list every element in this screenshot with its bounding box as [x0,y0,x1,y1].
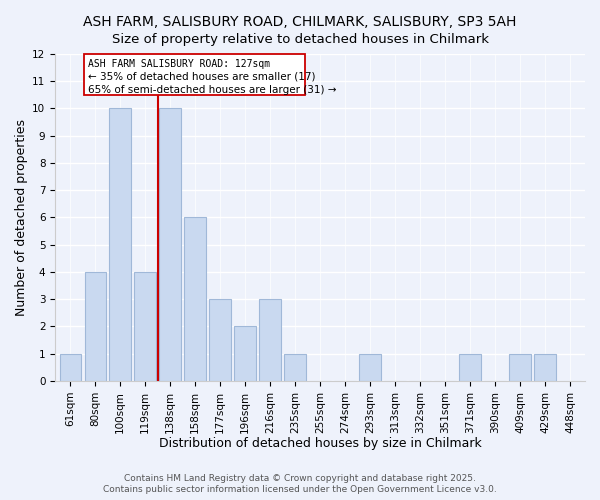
Bar [535,354,556,381]
Bar [359,354,380,381]
Bar [184,218,206,381]
Text: Size of property relative to detached houses in Chilmark: Size of property relative to detached ho… [112,32,488,46]
FancyBboxPatch shape [84,54,305,95]
Text: Contains HM Land Registry data © Crown copyright and database right 2025.
Contai: Contains HM Land Registry data © Crown c… [103,474,497,494]
Text: ASH FARM, SALISBURY ROAD, CHILMARK, SALISBURY, SP3 5AH: ASH FARM, SALISBURY ROAD, CHILMARK, SALI… [83,15,517,29]
Text: 65% of semi-detached houses are larger (31) →: 65% of semi-detached houses are larger (… [88,84,336,94]
Bar [284,354,305,381]
Bar [85,272,106,381]
X-axis label: Distribution of detached houses by size in Chilmark: Distribution of detached houses by size … [158,437,481,450]
Bar [209,299,231,381]
Bar [509,354,530,381]
Text: ← 35% of detached houses are smaller (17): ← 35% of detached houses are smaller (17… [88,72,315,82]
Y-axis label: Number of detached properties: Number of detached properties [15,119,28,316]
Bar [59,354,81,381]
Bar [109,108,131,381]
Bar [259,299,281,381]
Bar [460,354,481,381]
Bar [134,272,156,381]
Bar [160,108,181,381]
Bar [235,326,256,381]
Text: ASH FARM SALISBURY ROAD: 127sqm: ASH FARM SALISBURY ROAD: 127sqm [88,59,270,69]
